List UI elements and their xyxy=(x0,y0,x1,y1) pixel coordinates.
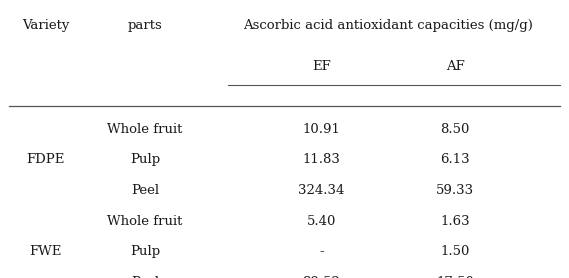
Text: 5.40: 5.40 xyxy=(307,215,336,227)
Text: -: - xyxy=(319,245,324,258)
Text: 1.63: 1.63 xyxy=(440,215,470,227)
Text: AF: AF xyxy=(446,60,464,73)
Text: 6.13: 6.13 xyxy=(440,153,470,166)
Text: FWE: FWE xyxy=(30,245,61,258)
Text: 11.83: 11.83 xyxy=(303,153,340,166)
Text: parts: parts xyxy=(127,19,163,31)
Text: 8.50: 8.50 xyxy=(440,123,470,136)
Text: Pulp: Pulp xyxy=(130,245,160,258)
Text: Ascorbic acid antioxidant capacities (mg/g): Ascorbic acid antioxidant capacities (mg… xyxy=(244,19,533,31)
Text: Peel: Peel xyxy=(131,184,159,197)
Text: Pulp: Pulp xyxy=(130,153,160,166)
Text: 1.50: 1.50 xyxy=(440,245,470,258)
Text: Variety: Variety xyxy=(22,19,69,31)
Text: Whole fruit: Whole fruit xyxy=(108,123,183,136)
Text: 10.91: 10.91 xyxy=(303,123,340,136)
Text: EF: EF xyxy=(312,60,331,73)
Text: Whole fruit: Whole fruit xyxy=(108,215,183,227)
Text: Peel: Peel xyxy=(131,276,159,278)
Text: 17.50: 17.50 xyxy=(436,276,474,278)
Text: 89.52: 89.52 xyxy=(303,276,340,278)
Text: FDPE: FDPE xyxy=(26,153,65,166)
Text: 324.34: 324.34 xyxy=(298,184,345,197)
Text: 59.33: 59.33 xyxy=(436,184,475,197)
